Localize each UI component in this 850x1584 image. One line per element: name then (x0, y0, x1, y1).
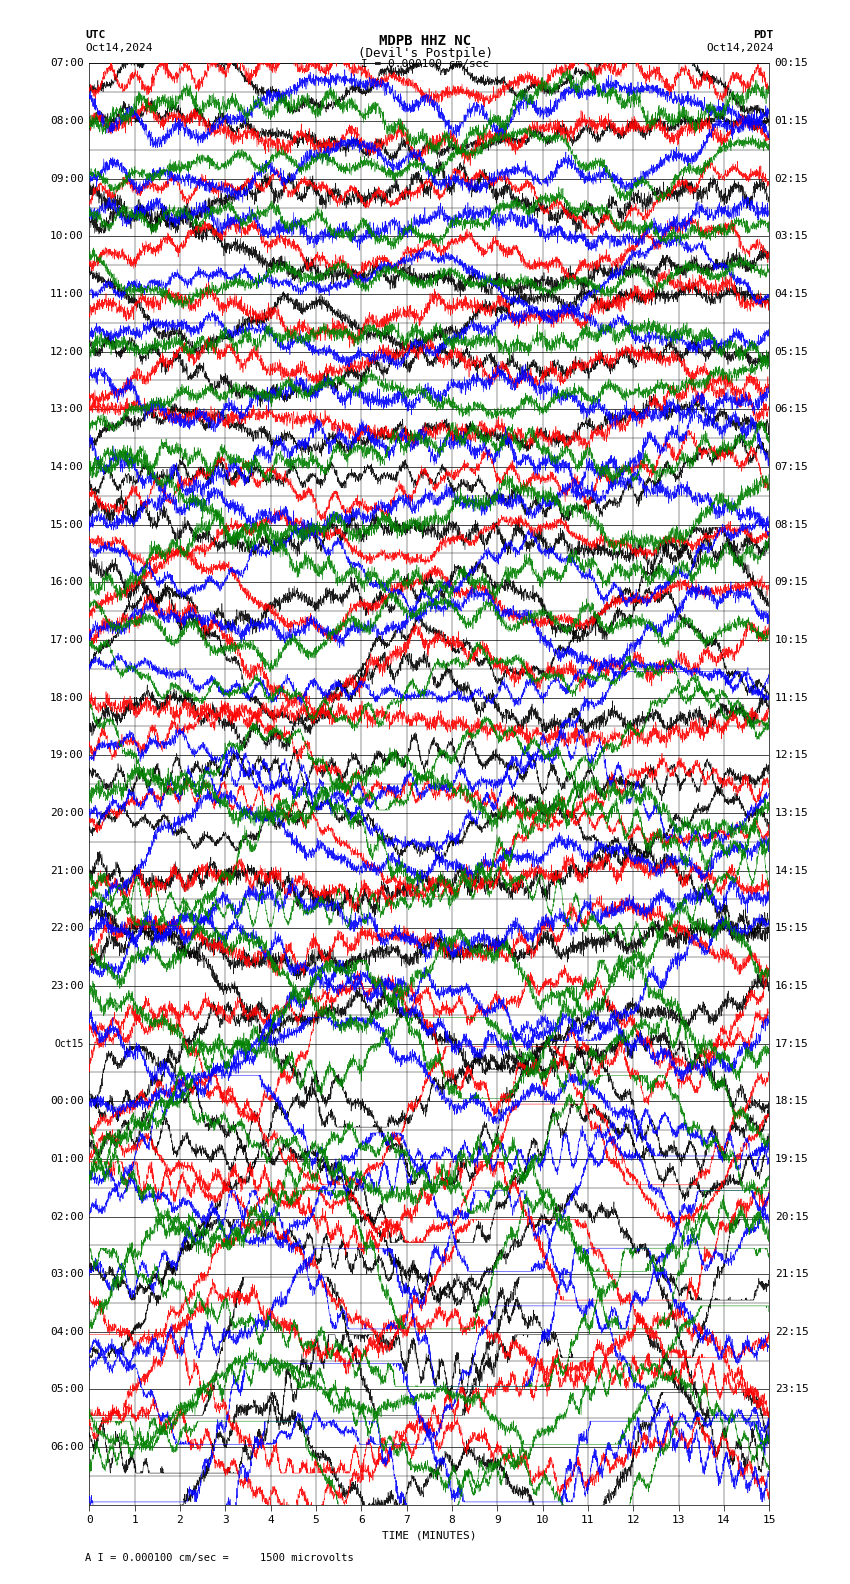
Text: 09:15: 09:15 (774, 577, 808, 588)
Text: (Devil's Postpile): (Devil's Postpile) (358, 46, 492, 60)
Text: 11:15: 11:15 (774, 692, 808, 703)
Text: 04:15: 04:15 (774, 288, 808, 299)
Text: 03:00: 03:00 (50, 1269, 84, 1280)
Text: MDPB HHZ NC: MDPB HHZ NC (379, 33, 471, 48)
Text: 18:15: 18:15 (774, 1096, 808, 1106)
Text: 08:00: 08:00 (50, 116, 84, 127)
Text: UTC: UTC (85, 30, 105, 40)
Text: 16:15: 16:15 (774, 980, 808, 992)
Text: 05:00: 05:00 (50, 1384, 84, 1394)
Text: 23:00: 23:00 (50, 980, 84, 992)
Text: 08:15: 08:15 (774, 520, 808, 529)
Text: 06:00: 06:00 (50, 1441, 84, 1453)
Text: 02:15: 02:15 (774, 174, 808, 184)
Text: 10:00: 10:00 (50, 231, 84, 241)
Text: 13:00: 13:00 (50, 404, 84, 415)
Text: 18:00: 18:00 (50, 692, 84, 703)
Text: 13:15: 13:15 (774, 808, 808, 817)
Text: 11:00: 11:00 (50, 288, 84, 299)
Text: 12:15: 12:15 (774, 751, 808, 760)
Text: 20:00: 20:00 (50, 808, 84, 817)
Text: 10:15: 10:15 (774, 635, 808, 645)
Text: 16:00: 16:00 (50, 577, 84, 588)
Text: I = 0.000100 cm/sec: I = 0.000100 cm/sec (361, 59, 489, 70)
Text: 15:00: 15:00 (50, 520, 84, 529)
Text: Oct14,2024: Oct14,2024 (85, 43, 152, 52)
Text: 00:15: 00:15 (774, 59, 808, 68)
Text: Oct15: Oct15 (54, 1039, 84, 1049)
Text: 01:00: 01:00 (50, 1153, 84, 1164)
Text: 22:00: 22:00 (50, 923, 84, 933)
Text: 07:15: 07:15 (774, 463, 808, 472)
Text: 19:00: 19:00 (50, 751, 84, 760)
Text: 15:15: 15:15 (774, 923, 808, 933)
X-axis label: TIME (MINUTES): TIME (MINUTES) (382, 1530, 477, 1541)
Text: 21:00: 21:00 (50, 865, 84, 876)
Text: A I = 0.000100 cm/sec =     1500 microvolts: A I = 0.000100 cm/sec = 1500 microvolts (85, 1554, 354, 1563)
Text: 05:15: 05:15 (774, 347, 808, 356)
Text: 14:00: 14:00 (50, 463, 84, 472)
Text: 07:00: 07:00 (50, 59, 84, 68)
Text: 20:15: 20:15 (774, 1212, 808, 1221)
Text: PDT: PDT (753, 30, 774, 40)
Text: 23:15: 23:15 (774, 1384, 808, 1394)
Text: 12:00: 12:00 (50, 347, 84, 356)
Text: 04:00: 04:00 (50, 1327, 84, 1337)
Text: 17:15: 17:15 (774, 1039, 808, 1049)
Text: 02:00: 02:00 (50, 1212, 84, 1221)
Text: 19:15: 19:15 (774, 1153, 808, 1164)
Text: 00:00: 00:00 (50, 1096, 84, 1106)
Text: 06:15: 06:15 (774, 404, 808, 415)
Text: 09:00: 09:00 (50, 174, 84, 184)
Text: 01:15: 01:15 (774, 116, 808, 127)
Text: 03:15: 03:15 (774, 231, 808, 241)
Text: 21:15: 21:15 (774, 1269, 808, 1280)
Text: 17:00: 17:00 (50, 635, 84, 645)
Text: 14:15: 14:15 (774, 865, 808, 876)
Text: 22:15: 22:15 (774, 1327, 808, 1337)
Text: Oct14,2024: Oct14,2024 (706, 43, 774, 52)
